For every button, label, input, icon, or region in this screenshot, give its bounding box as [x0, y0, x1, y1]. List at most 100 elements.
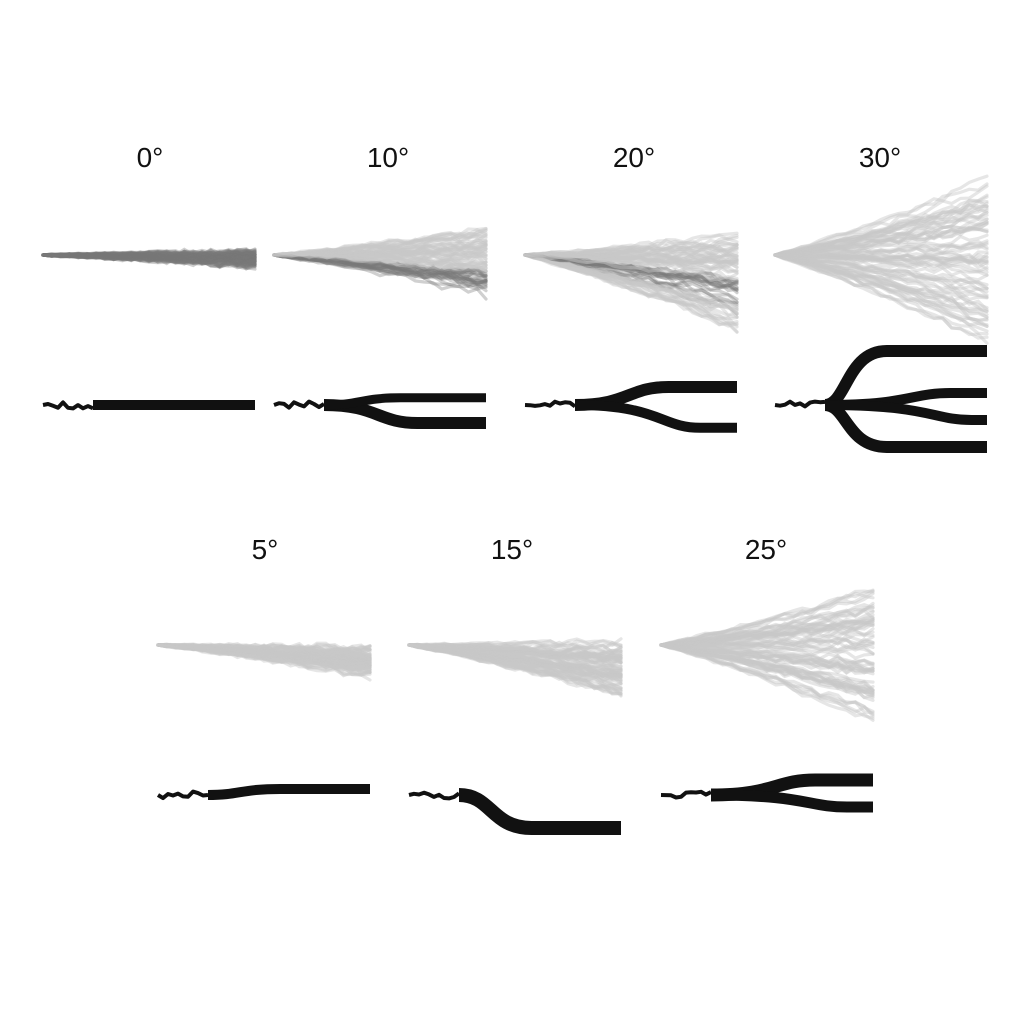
ensemble-path: [407, 643, 623, 691]
ensemble-path: [773, 206, 989, 257]
ensemble-path: [41, 253, 257, 268]
ensemble-path: [659, 643, 875, 696]
ensemble-path: [41, 252, 257, 262]
ensemble-path: [773, 204, 989, 257]
ensemble-path: [272, 253, 488, 285]
ensemble-path: [773, 227, 989, 257]
ensemble-path: [659, 643, 875, 675]
ensemble-path: [41, 248, 257, 259]
prediction-branch: [323, 393, 486, 410]
ensemble-path: [659, 639, 875, 651]
ensemble-path: [41, 249, 257, 260]
ensemble-path: [41, 252, 257, 262]
ensemble-path: [41, 251, 257, 262]
ensemble-path: [523, 252, 739, 265]
ensemble-path: [156, 643, 372, 677]
ensemble-path: [407, 643, 623, 682]
ensemble-path: [773, 253, 989, 287]
ensemble-path: [272, 253, 488, 276]
ensemble-path: [272, 226, 488, 257]
ensemble-path: [272, 237, 488, 257]
ensemble-path: [523, 245, 739, 258]
ensemble-path: [523, 243, 739, 258]
ensemble-path: [156, 643, 372, 666]
ensemble-path: [156, 643, 372, 663]
ensemble-path: [523, 253, 739, 328]
ensemble-path: [659, 643, 875, 692]
ensemble-path: [41, 253, 257, 271]
ensemble-path: [272, 247, 488, 258]
ensemble-path: [407, 643, 623, 671]
prediction-branch: [824, 400, 987, 425]
ensemble-path: [659, 589, 875, 647]
ensemble-path: [156, 643, 372, 666]
ensemble-path: [41, 247, 257, 259]
ensemble-path: [659, 609, 875, 647]
ensemble-path: [156, 643, 372, 671]
ensemble-path: [773, 253, 989, 329]
ensemble-path: [156, 643, 372, 663]
ensemble-path: [659, 643, 875, 689]
ensemble-path: [659, 643, 875, 668]
ensemble-path: [407, 643, 623, 659]
ensemble-path: [156, 643, 372, 672]
ensemble-path: [272, 240, 488, 257]
ensemble-path: [272, 253, 488, 276]
ensemble-path: [407, 640, 623, 652]
ensemble-path: [41, 250, 257, 262]
ensemble-path: [41, 253, 257, 268]
ensemble-path: [659, 619, 875, 647]
ensemble-path: [407, 643, 623, 662]
ensemble-path: [407, 643, 623, 697]
ensemble-path: [523, 253, 739, 289]
ensemble-path: [272, 238, 488, 257]
ensemble-path: [523, 253, 739, 316]
ensemble-path: [41, 252, 257, 264]
ensemble-path: [156, 643, 372, 662]
ensemble-path: [773, 253, 989, 345]
ensemble-path: [523, 251, 739, 263]
ensemble-path: [156, 643, 372, 662]
ensemble-path: [156, 643, 372, 667]
ensemble-path: [523, 253, 739, 311]
ensemble-path: [659, 643, 875, 667]
ensemble-path: [41, 252, 257, 263]
ensemble-path: [659, 643, 875, 702]
ensemble-path: [773, 253, 989, 291]
angle-label-15: 15°: [490, 534, 534, 565]
angle-label-5: 5°: [251, 534, 279, 565]
ensemble-path: [407, 642, 623, 656]
ensemble-path: [523, 253, 739, 308]
ensemble-path: [407, 641, 623, 654]
prediction-branch: [710, 789, 873, 813]
ensemble-path: [659, 643, 875, 666]
ensemble-path: [773, 253, 989, 310]
ensemble-path: [41, 253, 257, 271]
ensemble-path: [659, 643, 875, 673]
ensemble-path: [773, 253, 989, 336]
predicted-paths: [774, 345, 987, 453]
ensemble-path: [41, 249, 257, 260]
ensemble-path: [407, 643, 623, 679]
ensemble-path: [659, 637, 875, 650]
ensemble-path: [773, 211, 989, 257]
ensemble-path: [773, 253, 989, 319]
ensemble-path: [407, 643, 623, 661]
ensemble-path: [41, 252, 257, 261]
ensemble-paths: [272, 226, 488, 301]
ensemble-paths: [523, 231, 739, 334]
ensemble-path: [659, 621, 875, 647]
ensemble-path: [659, 643, 875, 673]
ensemble-path: [523, 243, 739, 257]
ensemble-path: [659, 643, 875, 700]
ensemble-path: [523, 237, 739, 257]
ensemble-path: [156, 643, 372, 671]
ensemble-path: [41, 248, 257, 260]
ensemble-path: [272, 252, 488, 270]
ensemble-path: [773, 253, 989, 340]
ensemble-path: [156, 643, 372, 660]
ensemble-path: [407, 643, 623, 669]
ensemble-path: [407, 643, 623, 696]
ensemble-path: [523, 253, 739, 266]
ensemble-path: [272, 252, 488, 267]
